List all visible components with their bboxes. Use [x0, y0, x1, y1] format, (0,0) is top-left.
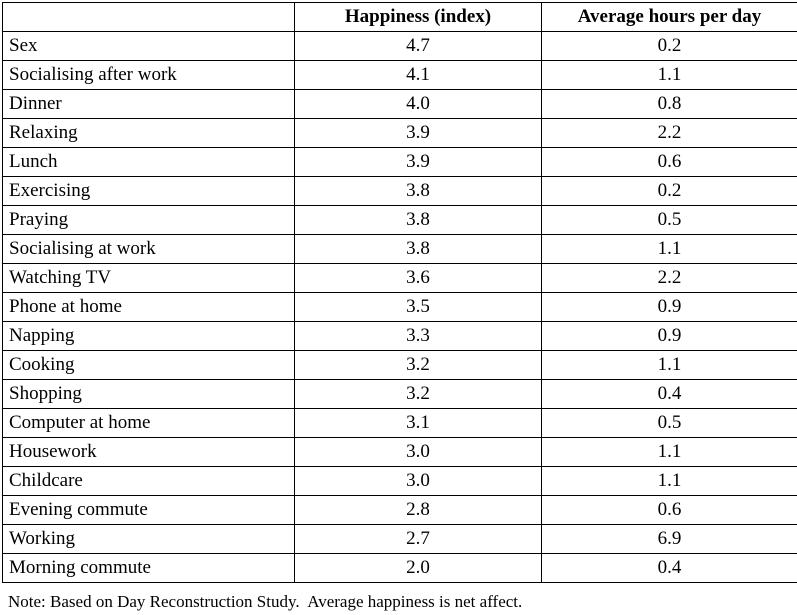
activities-table: Happiness (index) Average hours per day …	[2, 2, 797, 583]
activities-table-container: Happiness (index) Average hours per day …	[2, 2, 797, 583]
activity-cell: Exercising	[2, 176, 295, 206]
table-row: Morning commute 2.0 0.4	[2, 553, 797, 583]
activity-cell: Dinner	[2, 89, 295, 119]
happiness-cell: 4.7	[294, 31, 542, 61]
table-row: Napping 3.3 0.9	[2, 321, 797, 351]
activity-cell: Lunch	[2, 147, 295, 177]
hours-cell: 1.1	[541, 60, 797, 90]
hours-cell: 1.1	[541, 437, 797, 467]
hours-cell: 2.2	[541, 118, 797, 148]
table-row: Relaxing 3.9 2.2	[2, 118, 797, 148]
hours-cell: 6.9	[541, 524, 797, 554]
table-row: Lunch 3.9 0.6	[2, 147, 797, 177]
happiness-cell: 3.9	[294, 118, 542, 148]
happiness-cell: 3.1	[294, 408, 542, 438]
activity-cell: Working	[2, 524, 295, 554]
hours-cell: 0.5	[541, 205, 797, 235]
header-row: Happiness (index) Average hours per day	[2, 2, 797, 32]
happiness-cell: 3.6	[294, 263, 542, 293]
happiness-cell: 3.8	[294, 205, 542, 235]
table-row: Exercising 3.8 0.2	[2, 176, 797, 206]
table-row: Working 2.7 6.9	[2, 524, 797, 554]
header-happiness: Happiness (index)	[294, 2, 542, 32]
activity-cell: Relaxing	[2, 118, 295, 148]
table-footnote: Note: Based on Day Reconstruction Study.…	[8, 592, 523, 611]
header-hours: Average hours per day	[541, 2, 797, 32]
hours-cell: 0.8	[541, 89, 797, 119]
happiness-cell: 3.8	[294, 176, 542, 206]
happiness-cell: 2.8	[294, 495, 542, 525]
activity-cell: Cooking	[2, 350, 295, 380]
table-row: Socialising after work 4.1 1.1	[2, 60, 797, 90]
happiness-cell: 3.9	[294, 147, 542, 177]
activity-cell: Morning commute	[2, 553, 295, 583]
table-row: Praying 3.8 0.5	[2, 205, 797, 235]
table-row: Phone at home 3.5 0.9	[2, 292, 797, 322]
hours-cell: 0.6	[541, 495, 797, 525]
hours-cell: 0.5	[541, 408, 797, 438]
activity-cell: Praying	[2, 205, 295, 235]
happiness-cell: 3.0	[294, 437, 542, 467]
table-row: Housework 3.0 1.1	[2, 437, 797, 467]
table-row: Cooking 3.2 1.1	[2, 350, 797, 380]
happiness-cell: 3.0	[294, 466, 542, 496]
activity-cell: Childcare	[2, 466, 295, 496]
hours-cell: 2.2	[541, 263, 797, 293]
hours-cell: 1.1	[541, 234, 797, 264]
happiness-cell: 4.0	[294, 89, 542, 119]
happiness-cell: 2.0	[294, 553, 542, 583]
hours-cell: 1.1	[541, 466, 797, 496]
activity-cell: Housework	[2, 437, 295, 467]
happiness-cell: 3.2	[294, 350, 542, 380]
activity-cell: Watching TV	[2, 263, 295, 293]
activity-cell: Computer at home	[2, 408, 295, 438]
happiness-cell: 3.3	[294, 321, 542, 351]
activity-cell: Napping	[2, 321, 295, 351]
activity-cell: Sex	[2, 31, 295, 61]
table-row: Evening commute 2.8 0.6	[2, 495, 797, 525]
table-row: Sex 4.7 0.2	[2, 31, 797, 61]
hours-cell: 1.1	[541, 350, 797, 380]
table-row: Shopping 3.2 0.4	[2, 379, 797, 409]
table-body: Sex 4.7 0.2 Socialising after work 4.1 1.1 Din…	[2, 31, 797, 583]
table-header: Happiness (index) Average hours per day	[2, 2, 797, 32]
table-row: Childcare 3.0 1.1	[2, 466, 797, 496]
hours-cell: 0.4	[541, 379, 797, 409]
happiness-cell: 3.5	[294, 292, 542, 322]
activity-cell: Shopping	[2, 379, 295, 409]
hours-cell: 0.2	[541, 176, 797, 206]
header-activity	[2, 2, 295, 32]
table-row: Dinner 4.0 0.8	[2, 89, 797, 119]
hours-cell: 0.2	[541, 31, 797, 61]
hours-cell: 0.9	[541, 321, 797, 351]
happiness-cell: 3.8	[294, 234, 542, 264]
table-row: Watching TV 3.6 2.2	[2, 263, 797, 293]
happiness-cell: 3.2	[294, 379, 542, 409]
table-row: Computer at home 3.1 0.5	[2, 408, 797, 438]
happiness-cell: 4.1	[294, 60, 542, 90]
hours-cell: 0.6	[541, 147, 797, 177]
activity-cell: Socialising after work	[2, 60, 295, 90]
activity-cell: Evening commute	[2, 495, 295, 525]
hours-cell: 0.4	[541, 553, 797, 583]
table-row: Socialising at work 3.8 1.1	[2, 234, 797, 264]
activity-cell: Socialising at work	[2, 234, 295, 264]
happiness-cell: 2.7	[294, 524, 542, 554]
activity-cell: Phone at home	[2, 292, 295, 322]
hours-cell: 0.9	[541, 292, 797, 322]
